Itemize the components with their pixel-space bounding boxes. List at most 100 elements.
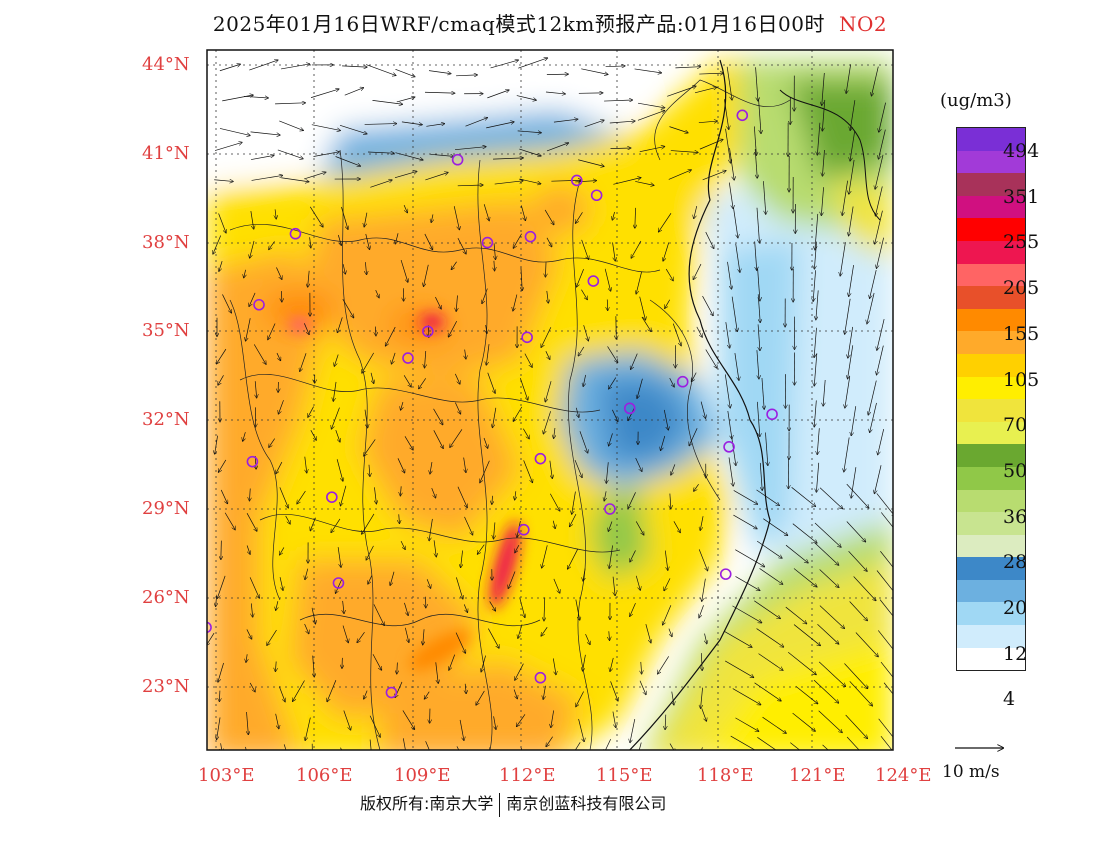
wind-arrow [400, 259, 408, 282]
wind-arrow [492, 495, 493, 504]
wind-arrow [220, 489, 227, 504]
wind-arrow [524, 353, 532, 368]
wind-arrow [663, 242, 670, 260]
wind-arrow [613, 576, 615, 596]
wind-arrow [483, 204, 489, 220]
legend-label: 205 [1003, 277, 1040, 300]
lat-label-41: 41°N [142, 143, 190, 164]
wind-arrow [604, 491, 606, 501]
wind-arrow [482, 288, 488, 304]
wind-arrow [701, 653, 702, 670]
wind-arrow [668, 170, 691, 180]
wind-arrow [731, 296, 737, 332]
wind-arrow [285, 515, 290, 524]
legend-swatch [957, 647, 1025, 671]
wind-arrow [851, 406, 857, 435]
wind-arrow [465, 118, 488, 127]
legend-swatch [957, 150, 1025, 174]
wind-arrow [519, 178, 541, 184]
legend-swatch [957, 173, 1025, 196]
wind-arrow [546, 237, 552, 247]
wind-arrow [585, 634, 590, 644]
wind-arrow [604, 738, 611, 750]
wind-arrow [399, 514, 400, 523]
wind-arrow [343, 710, 351, 730]
wind-arrow [732, 688, 761, 705]
wind-arrow [339, 124, 367, 133]
wind-arrow [369, 715, 380, 737]
wind-arrow [724, 99, 728, 129]
wind-arrow [487, 90, 509, 99]
wind-arrow [369, 464, 370, 477]
wind-arrow [515, 491, 516, 500]
wind-arrow [728, 457, 733, 485]
wind-arrow [543, 685, 545, 699]
wind-arrow [461, 550, 463, 567]
wind-arrow [551, 180, 581, 181]
wind-arrow [364, 439, 376, 455]
wind-arrow [636, 271, 642, 294]
wind-arrow [450, 429, 463, 447]
wind-arrow [691, 372, 697, 382]
wind-arrow [400, 486, 401, 495]
wind-arrow [283, 744, 287, 750]
wind-arrow [607, 346, 618, 362]
wind-arrow [390, 571, 395, 585]
wind-arrow [369, 739, 372, 750]
wind-arrow [278, 686, 285, 701]
station-marker [676, 375, 689, 388]
wind-arrow [337, 234, 341, 245]
wind-arrow [481, 655, 486, 672]
wind-arrow [279, 120, 303, 131]
legend-swatch [957, 466, 1025, 490]
legend-swatch [957, 376, 1025, 400]
wind-arrow [456, 295, 457, 311]
wind-arrow [883, 682, 893, 695]
wind-arrow [554, 427, 555, 438]
wind-arrow [364, 409, 368, 428]
legend-swatch [957, 399, 1025, 422]
wind-arrow [433, 430, 443, 448]
wind-arrow [814, 522, 841, 547]
wind-arrow [791, 487, 816, 506]
legend-label: 12 [1003, 642, 1028, 665]
wind-arrow [544, 597, 545, 620]
wind-arrow [761, 377, 764, 409]
wind-arrow [845, 376, 851, 407]
wind-arrow [578, 159, 604, 167]
wind-arrow [609, 377, 617, 389]
wind-arrow [268, 323, 276, 340]
wind-arrow [813, 270, 816, 301]
wind-arrow [402, 710, 415, 729]
wind-arrow [793, 624, 820, 646]
station-marker [736, 109, 749, 122]
wind-arrow [876, 237, 884, 269]
wind-arrow [396, 97, 415, 103]
legend-swatch [957, 331, 1025, 354]
wind-arrow [754, 149, 757, 178]
wind-arrow [435, 296, 441, 309]
wind-arrow [311, 124, 340, 131]
wind-arrow [454, 373, 460, 384]
wind-arrow [757, 737, 777, 750]
wind-arrow [576, 212, 583, 223]
legend-label: 50 [1003, 459, 1028, 482]
wind-arrow [821, 187, 824, 215]
wind-arrow [583, 325, 589, 340]
legend-swatch [957, 625, 1025, 648]
legend-swatch [957, 444, 1025, 467]
wind-arrow [278, 400, 284, 414]
wind-arrow [855, 632, 878, 656]
wind-arrow [517, 131, 541, 133]
wind-arrow [453, 206, 459, 229]
wind-arrow [275, 103, 305, 104]
wind-arrow [576, 691, 584, 707]
station-marker [385, 686, 398, 699]
wind-arrow [276, 601, 278, 610]
wind-arrow [375, 289, 379, 298]
wind-arrow [465, 349, 466, 359]
wind-arrow [403, 375, 411, 386]
station-marker [623, 402, 636, 415]
station-marker [570, 174, 583, 187]
wind-arrow [494, 243, 495, 259]
